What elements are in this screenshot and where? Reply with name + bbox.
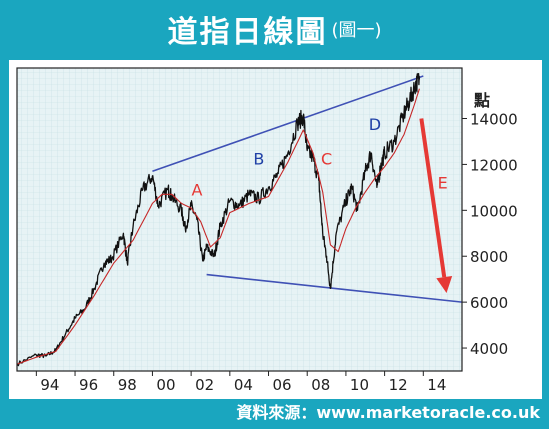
y-tick-label: 6000 — [470, 294, 508, 312]
annotation-label: D — [369, 115, 381, 134]
dow-daily-chart: A B C D E 4000 6000 8000 10000 12000 14000 94 96 98 0… — [16, 67, 518, 394]
y-tick-label: 10000 — [470, 202, 518, 220]
projection-arrow-shaft — [419, 118, 447, 278]
x-tick-label: 98 — [118, 376, 137, 394]
y-tick-label: 12000 — [470, 156, 518, 174]
chart-title: 道指日線圖 — [167, 15, 328, 50]
annotation-label: E — [438, 174, 448, 193]
x-tick-label: 10 — [350, 376, 369, 394]
x-tick-label: 14 — [427, 376, 446, 394]
annotation-label: B — [253, 149, 264, 168]
y-tick-label: 14000 — [470, 111, 518, 129]
title-bar: 道指日線圖 (圖一) — [0, 0, 549, 58]
chart-subtitle: (圖一) — [331, 20, 382, 41]
y-tick-label: 8000 — [470, 248, 508, 266]
trendline-upper — [152, 75, 424, 173]
x-tick-label: 04 — [234, 376, 253, 394]
y-axis-label: 點 — [474, 91, 490, 110]
x-tick-label: 12 — [389, 376, 408, 394]
y-tick-label: 4000 — [470, 340, 508, 358]
plot-grid — [17, 68, 462, 371]
source-credit: 資料來源：www.marketoracle.co.uk — [236, 403, 540, 422]
x-tick-label: 96 — [79, 376, 98, 394]
series-line-moving_average — [17, 88, 420, 365]
annotation-label: C — [321, 149, 332, 168]
series-line-price — [17, 73, 421, 367]
x-tick-label: 94 — [40, 376, 59, 394]
x-tick-label: 02 — [195, 376, 214, 394]
trendline-lower — [206, 273, 462, 303]
x-tick-label: 00 — [156, 376, 175, 394]
annotation-label: A — [191, 180, 202, 199]
x-tick-label: 08 — [311, 376, 330, 394]
chart-panel: A B C D E 4000 6000 8000 10000 12000 14000 94 96 98 0… — [9, 60, 542, 399]
projection-arrow-head — [436, 275, 453, 293]
plot-border — [16, 67, 463, 372]
x-tick-label: 06 — [273, 376, 292, 394]
